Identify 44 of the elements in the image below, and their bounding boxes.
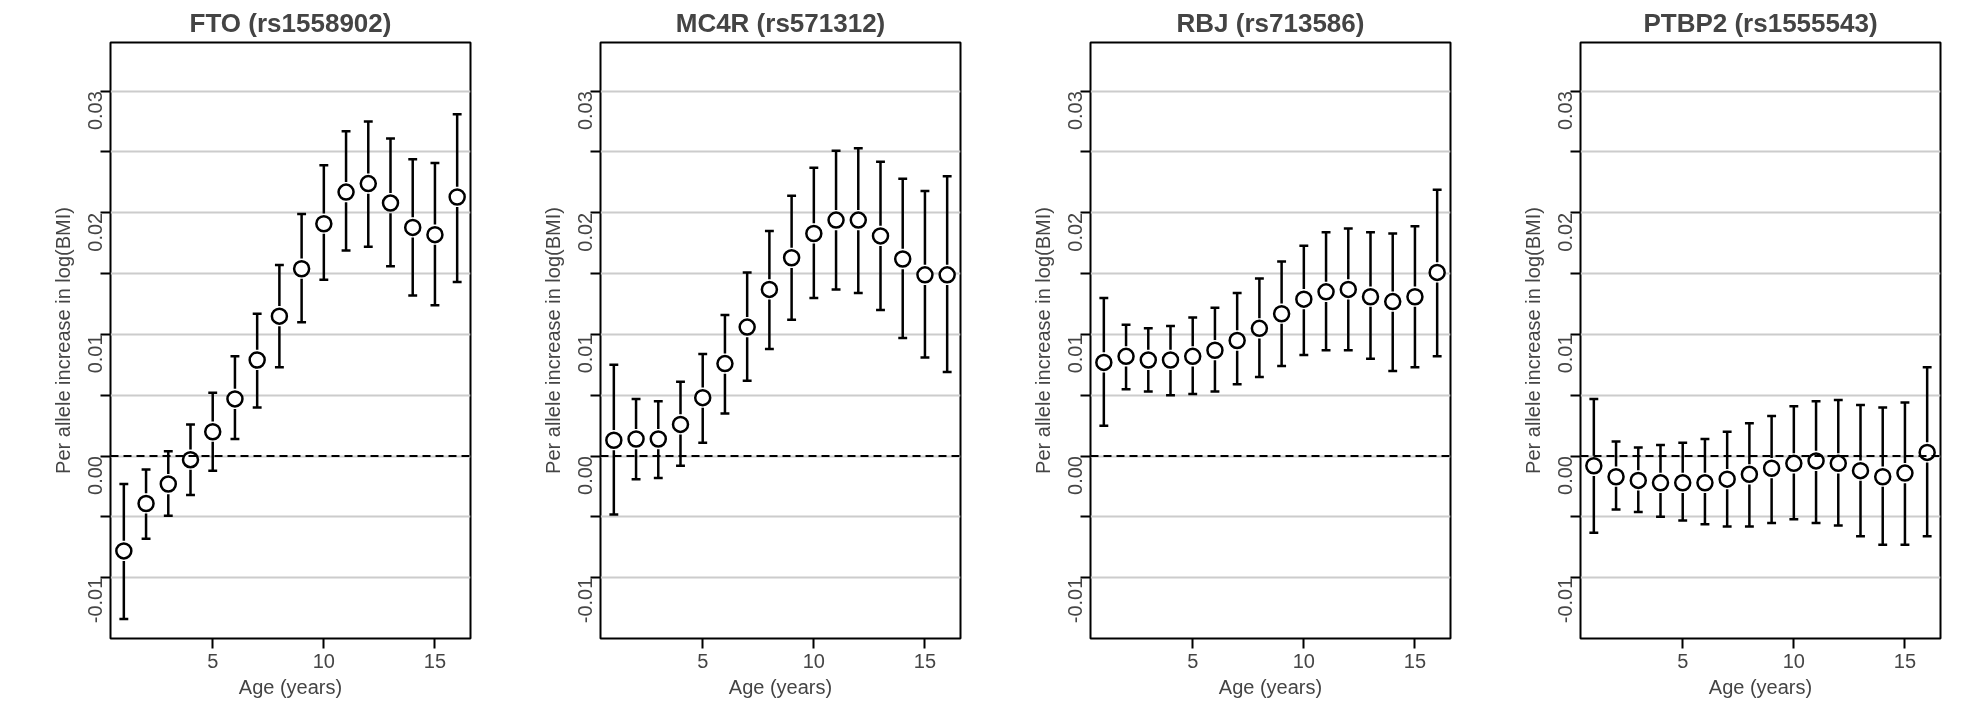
x-tick-label: 15 [1403, 649, 1427, 672]
y-axis-title: Per allele increase in log(BMI) [541, 207, 564, 474]
x-tick-label: 10 [312, 649, 335, 672]
chart-title: FTO (rs1558902) [189, 7, 392, 38]
x-axis-title: Age (years) [1708, 675, 1813, 698]
x-axis-title: Age (years) [238, 675, 343, 698]
y-tick-label: 0.02 [1064, 212, 1087, 252]
y-tick-label: 0.02 [1554, 212, 1577, 252]
y-tick-label: 0.01 [1554, 334, 1577, 374]
y-tick-label: 0.01 [574, 334, 597, 374]
y-tick-label: 0.00 [1064, 456, 1087, 495]
y-tick-label: 0.03 [574, 91, 597, 131]
y-axis-title: Per allele increase in log(BMI) [51, 207, 74, 474]
x-axis-title: Age (years) [728, 675, 833, 698]
y-tick-label: 0.03 [1064, 91, 1087, 131]
y-tick-label: -0.01 [1554, 577, 1577, 624]
y-axis-title: Per allele increase in log(BMI) [1031, 207, 1054, 474]
x-tick-label: 5 [1187, 649, 1199, 672]
y-tick-label: 0.01 [84, 334, 107, 374]
y-tick-label: -0.01 [574, 577, 597, 624]
y-tick-label: -0.01 [1064, 577, 1087, 624]
x-tick-label: 5 [1677, 649, 1689, 672]
x-tick-label: 10 [1292, 649, 1315, 672]
x-axis-title: Age (years) [1218, 675, 1323, 698]
y-tick-label: 0.03 [1554, 91, 1577, 131]
x-tick-label: 15 [1893, 649, 1917, 672]
chart-title: PTBP2 (rs1555543) [1643, 7, 1878, 38]
y-tick-label: 0.02 [84, 212, 107, 252]
y-tick-label: 0.01 [1064, 334, 1087, 374]
y-axis-title: Per allele increase in log(BMI) [1521, 207, 1544, 474]
y-tick-label: 0.00 [84, 456, 107, 495]
x-tick-label: 10 [802, 649, 825, 672]
x-tick-label: 15 [913, 649, 937, 672]
y-tick-label: 0.00 [1554, 456, 1577, 495]
y-tick-label: -0.01 [84, 577, 107, 624]
x-tick-label: 15 [423, 649, 447, 672]
y-tick-label: 0.03 [84, 91, 107, 131]
x-tick-label: 5 [697, 649, 709, 672]
x-tick-label: 10 [1782, 649, 1805, 672]
y-tick-label: 0.00 [574, 456, 597, 495]
chart-title: RBJ (rs713586) [1176, 7, 1365, 38]
x-tick-label: 5 [207, 649, 219, 672]
y-tick-label: 0.02 [574, 212, 597, 252]
chart-title: MC4R (rs571312) [675, 7, 886, 38]
